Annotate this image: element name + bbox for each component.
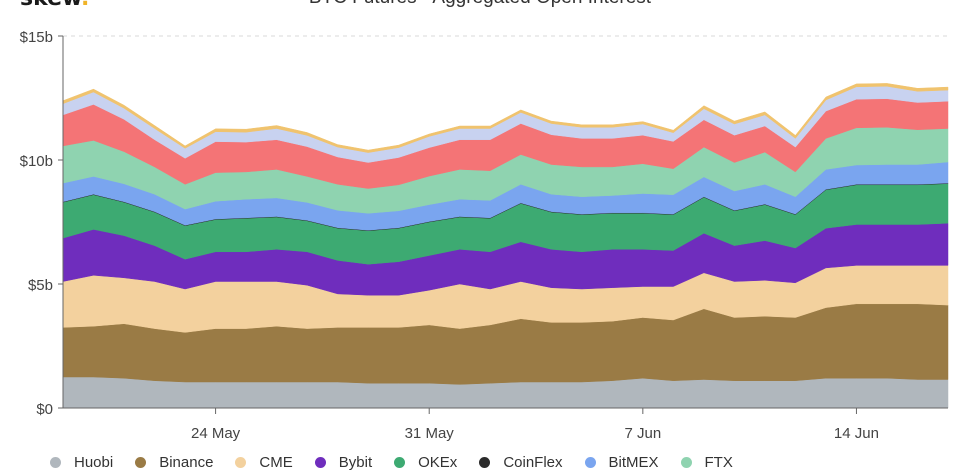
y-tick-label: $10b — [20, 153, 53, 170]
legend-item-huobi[interactable]: Huobi — [50, 454, 113, 471]
legend-swatch — [394, 456, 406, 468]
legend-swatch — [50, 456, 61, 468]
legend-label: CoinFlex — [503, 453, 563, 471]
legend-swatch — [235, 456, 247, 468]
legend-swatch — [479, 456, 491, 468]
legend-label: Binance — [159, 453, 214, 471]
y-tick-label: $0 — [36, 401, 53, 418]
x-tick-label: 7 Jun — [624, 425, 661, 442]
legend-item-ftx[interactable]: FTX — [680, 453, 733, 471]
legend-item-bybit[interactable]: Bybit — [314, 453, 373, 471]
legend-swatch — [135, 456, 147, 468]
legend-label: BitMEX — [608, 453, 659, 471]
y-tick-label: $15b — [20, 29, 53, 46]
logo-text: skew — [20, 0, 81, 11]
legend-label: OKEx — [418, 453, 458, 471]
x-tick-label: 24 May — [191, 425, 241, 442]
legend-label: FTX — [704, 453, 733, 471]
x-tick-label: 31 May — [405, 425, 455, 442]
legend-item-binance[interactable]: Binance — [135, 454, 213, 471]
skew-logo: skew. — [20, 0, 89, 11]
legend: Huobi Binance CME Bybit OKEx CoinFlex BitMEX FT… — [50, 451, 950, 473]
x-tick-label: 14 Jun — [834, 425, 879, 442]
y-axis: $0 $5b $10b $15b — [20, 29, 64, 418]
legend-swatch — [314, 456, 326, 468]
stacked-areas — [62, 83, 949, 409]
legend-item-coinflex[interactable]: CoinFlex — [479, 453, 563, 471]
legend-label: Bybit — [338, 453, 373, 471]
legend-item-bitmex[interactable]: BitMEX — [584, 453, 659, 471]
x-axis: 24 May 31 May 7 Jun 14 Jun — [63, 407, 948, 442]
open-interest-chart: $0 $5b $10b $15b 24 May 31 May 7 Jun 14 Jun — [20, 29, 949, 442]
legend-swatch — [584, 456, 596, 468]
legend-swatch — [680, 456, 692, 468]
chart-title: BTC Futures - Aggregated Open Interest — [0, 0, 960, 9]
logo-dot: . — [81, 0, 89, 11]
legend-item-okex[interactable]: OKEx — [394, 454, 457, 471]
y-tick-label: $5b — [28, 277, 53, 294]
legend-item-cme[interactable]: CME — [235, 453, 293, 471]
legend-label: Huobi — [74, 453, 114, 471]
area-series-10 — [62, 83, 949, 153]
legend-label: CME — [259, 453, 293, 471]
